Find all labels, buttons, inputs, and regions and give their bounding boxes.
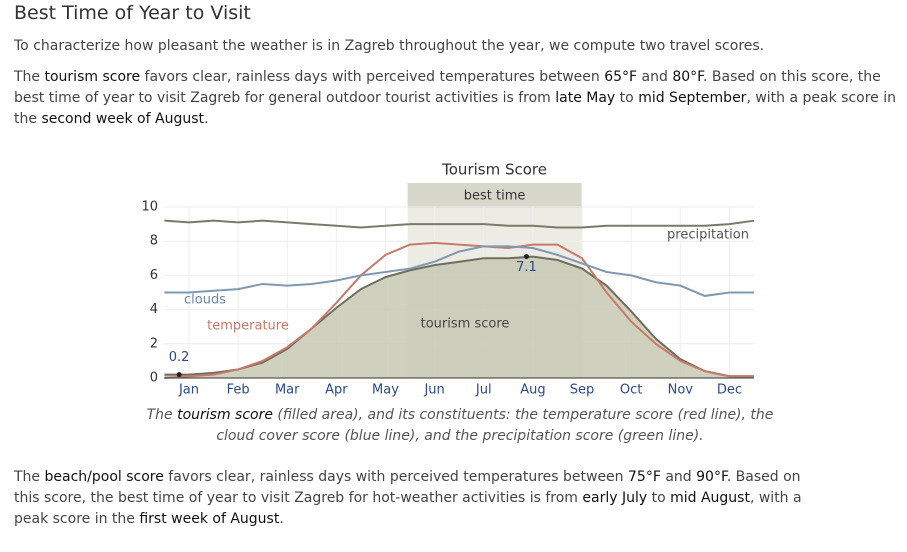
x-tick-label: Jul: [475, 383, 492, 398]
text-segment: 80°F: [672, 69, 703, 85]
intro: To characterize how pleasant the weather…: [14, 38, 765, 54]
text-segment: .: [279, 511, 284, 527]
series-label: tourism score: [421, 317, 510, 332]
point: [524, 254, 530, 260]
x-tick-label: Mar: [275, 383, 300, 398]
text-segment: The: [146, 407, 178, 423]
x-tick-label: Aug: [520, 383, 545, 398]
text-segment: tourism score: [44, 69, 141, 85]
x-tick-label: Oct: [620, 383, 642, 398]
text-segment: first week of August: [139, 511, 280, 527]
text-segment: The: [14, 69, 45, 85]
text-segment: The: [14, 469, 45, 485]
tourism-paragraph: The tourism score favors clear, rainless…: [14, 67, 899, 130]
text-segment: late May: [555, 90, 616, 106]
x-tick-label: Jan: [178, 383, 199, 398]
chart: best time Tourism Score 0 2 4 6 8 10 Jan Feb Mar Ap…: [141, 161, 755, 398]
y-tick-label: 6: [150, 268, 158, 283]
chart-title: Tourism Score: [441, 161, 547, 179]
series-label: temperature: [207, 319, 289, 334]
y-tick-label: 10: [141, 200, 158, 215]
text-segment: second week of August: [41, 111, 204, 127]
text-segment: 90°F: [696, 469, 727, 485]
text-segment: .: [204, 111, 209, 127]
text-segment: 65°F: [604, 69, 638, 85]
x-tick-label: Feb: [227, 383, 250, 398]
y-tick-label: 4: [150, 302, 158, 317]
x-tick-label: Sep: [570, 383, 595, 398]
text-segment: . Based on this score, the best time of …: [14, 69, 881, 106]
text-segment: and: [637, 69, 673, 85]
line: [164, 255, 754, 378]
text-segment: early July: [582, 490, 648, 506]
point-label: 0.2: [169, 350, 190, 365]
text-segment: mid August: [670, 490, 750, 506]
text-segment: favors clear, rainless days with perceiv…: [163, 469, 628, 485]
text-segment: beach/pool score: [44, 469, 164, 485]
text-segment: mid September: [638, 90, 747, 106]
text-segment: to: [615, 90, 639, 106]
text-segment: and: [660, 469, 697, 485]
series-label: clouds: [184, 293, 226, 308]
best-time-header: [407, 183, 582, 208]
point-label: 7.1: [516, 260, 537, 275]
text-segment: . Based on this score, the best time of …: [14, 469, 801, 506]
text-segment: , with a peak score in the: [14, 490, 802, 527]
best-time-label: best time: [464, 189, 526, 204]
text-segment: , with a peak score in the: [14, 90, 896, 127]
text-segment: 75°F: [628, 469, 661, 485]
x-tick-label: Jun: [423, 383, 444, 398]
x-tick-label: Dec: [717, 383, 742, 398]
x-tick-label: May: [372, 383, 399, 398]
text-segment: favors clear, rainless days with perceiv…: [140, 69, 605, 85]
beach-paragraph: The beach/pool score favors clear, rainl…: [14, 467, 814, 530]
line: [164, 219, 755, 229]
heading: Best Time of Year to Visit: [14, 2, 251, 24]
caption: The tourism score (filled area), and its…: [145, 405, 775, 447]
y-tick-label: 2: [150, 336, 158, 351]
point: [176, 372, 182, 378]
x-tick-label: Apr: [325, 383, 348, 398]
line: [164, 241, 754, 379]
y-tick-label: 8: [150, 234, 158, 249]
x-tick-label: Nov: [668, 383, 694, 398]
y-tick-label: 0: [150, 371, 158, 386]
text-segment: to: [647, 490, 671, 506]
line: [164, 245, 754, 297]
text-segment: tourism score: [177, 407, 273, 423]
series-label: precipitation: [667, 228, 749, 243]
text-segment: (filled area), and its constituents: the…: [216, 407, 774, 444]
